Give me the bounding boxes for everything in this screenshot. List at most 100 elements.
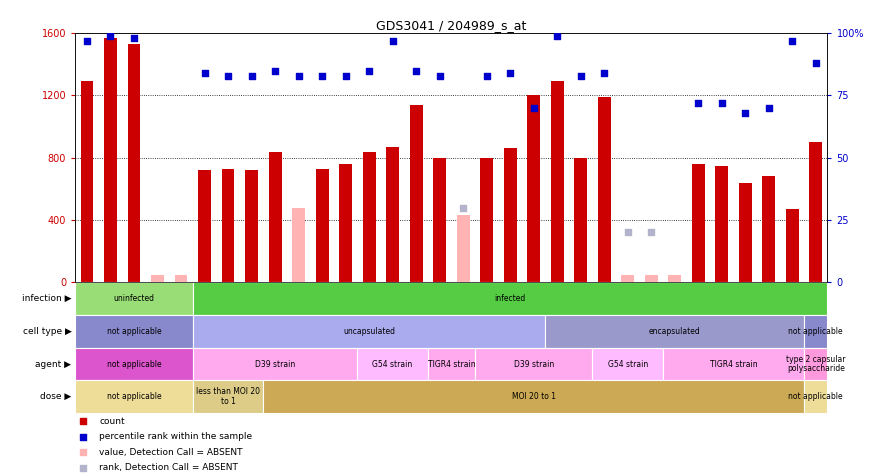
- Title: GDS3041 / 204989_s_at: GDS3041 / 204989_s_at: [376, 19, 527, 32]
- Point: [362, 67, 376, 74]
- Point: [809, 59, 823, 67]
- Bar: [427, 348, 475, 380]
- Text: agent ▶: agent ▶: [35, 359, 72, 368]
- Text: less than MOI 20
to 1: less than MOI 20 to 1: [196, 387, 260, 406]
- Text: encapsulated: encapsulated: [649, 327, 701, 336]
- Bar: [193, 315, 545, 348]
- Point: [785, 37, 799, 45]
- Bar: [433, 158, 446, 283]
- Bar: [644, 274, 658, 283]
- Point: [644, 228, 658, 236]
- Text: percentile rank within the sample: percentile rank within the sample: [99, 432, 252, 441]
- Bar: [527, 95, 540, 283]
- Point: [597, 69, 612, 77]
- Point: [291, 72, 305, 79]
- Bar: [386, 147, 399, 283]
- Bar: [193, 283, 827, 315]
- Text: TIGR4 strain: TIGR4 strain: [710, 359, 758, 368]
- Bar: [692, 164, 704, 283]
- Point: [620, 228, 635, 236]
- Point: [691, 99, 705, 107]
- Point: [409, 67, 423, 74]
- Point: [104, 32, 118, 39]
- Bar: [75, 283, 193, 315]
- Text: G54 strain: G54 strain: [373, 359, 412, 368]
- Text: uncapsulated: uncapsulated: [343, 327, 395, 336]
- Bar: [75, 315, 193, 348]
- Text: value, Detection Call = ABSENT: value, Detection Call = ABSENT: [99, 448, 242, 457]
- Bar: [481, 158, 493, 283]
- Text: not applicable: not applicable: [789, 392, 843, 401]
- Text: MOI 20 to 1: MOI 20 to 1: [512, 392, 556, 401]
- Text: infection ▶: infection ▶: [22, 294, 72, 303]
- Point: [197, 69, 212, 77]
- Point: [512, 225, 527, 232]
- Bar: [221, 169, 235, 283]
- Point: [315, 72, 329, 79]
- Bar: [358, 348, 427, 380]
- Point: [268, 67, 282, 74]
- Point: [127, 35, 141, 42]
- Text: dose ▶: dose ▶: [40, 392, 72, 401]
- Text: cell type ▶: cell type ▶: [23, 327, 72, 336]
- Point: [738, 109, 752, 117]
- Text: not applicable: not applicable: [107, 392, 161, 401]
- Point: [550, 32, 565, 39]
- Bar: [663, 348, 804, 380]
- Bar: [75, 348, 193, 380]
- Bar: [292, 208, 305, 283]
- Bar: [804, 348, 827, 380]
- Point: [512, 84, 527, 92]
- Point: [512, 365, 527, 372]
- Text: uninfected: uninfected: [113, 294, 155, 303]
- Text: count: count: [99, 417, 125, 426]
- Point: [386, 37, 400, 45]
- Text: D39 strain: D39 strain: [255, 359, 296, 368]
- Bar: [574, 158, 587, 283]
- Bar: [245, 170, 258, 283]
- Bar: [457, 215, 470, 283]
- Point: [221, 72, 235, 79]
- Point: [527, 104, 541, 112]
- Point: [714, 99, 728, 107]
- Bar: [715, 165, 728, 283]
- Bar: [592, 348, 663, 380]
- Bar: [104, 38, 117, 283]
- Bar: [762, 176, 775, 283]
- Point: [338, 72, 352, 79]
- Bar: [504, 148, 517, 283]
- Bar: [668, 274, 681, 283]
- Bar: [597, 97, 611, 283]
- Text: rank, Detection Call = ABSENT: rank, Detection Call = ABSENT: [99, 463, 238, 472]
- Bar: [316, 169, 328, 283]
- Bar: [151, 274, 164, 283]
- Text: G54 strain: G54 strain: [607, 359, 648, 368]
- Point: [244, 72, 258, 79]
- Bar: [193, 380, 264, 413]
- Bar: [268, 152, 281, 283]
- Text: D39 strain: D39 strain: [513, 359, 554, 368]
- Bar: [621, 274, 635, 283]
- Bar: [81, 82, 94, 283]
- Point: [573, 72, 588, 79]
- Bar: [804, 380, 827, 413]
- Text: TIGR4 strain: TIGR4 strain: [427, 359, 475, 368]
- Bar: [127, 44, 141, 283]
- Bar: [193, 348, 358, 380]
- Text: not applicable: not applicable: [789, 327, 843, 336]
- Point: [80, 37, 94, 45]
- Bar: [410, 105, 422, 283]
- Point: [433, 72, 447, 79]
- Point: [503, 69, 517, 77]
- Bar: [545, 315, 804, 348]
- Bar: [198, 170, 211, 283]
- Text: type 2 capsular
polysaccharide: type 2 capsular polysaccharide: [786, 355, 845, 374]
- Bar: [264, 380, 804, 413]
- Bar: [339, 164, 352, 283]
- Point: [456, 204, 470, 211]
- Text: infected: infected: [495, 294, 526, 303]
- Bar: [804, 315, 827, 348]
- Bar: [739, 182, 751, 283]
- Point: [762, 104, 776, 112]
- Bar: [786, 209, 798, 283]
